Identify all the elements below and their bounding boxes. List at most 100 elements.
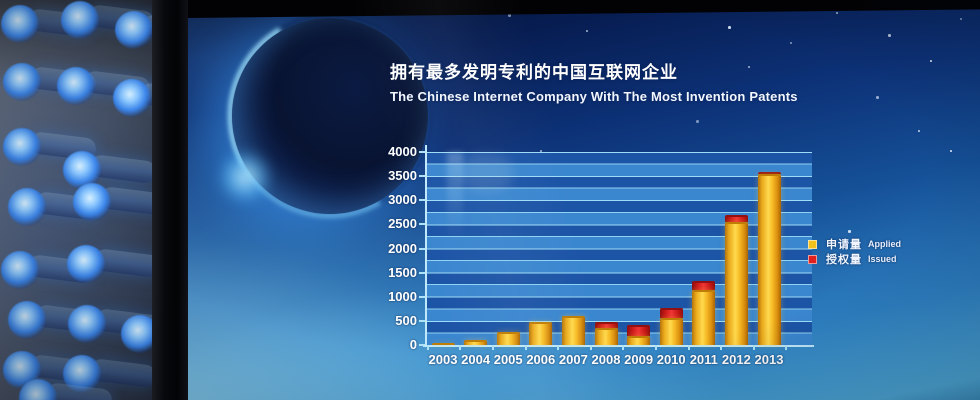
legend-label-applied-en: Applied — [868, 239, 901, 249]
chart-header: 拥有最多发明专利的中国互联网企业 The Chinese Internet Co… — [390, 58, 798, 104]
display-screen: 拥有最多发明专利的中国互联网企业 The Chinese Internet Co… — [188, 0, 980, 400]
bar-segment-applied-2008 — [594, 327, 618, 345]
x-axis-tick — [785, 345, 788, 350]
bar-segment-issued-2011 — [692, 280, 716, 291]
bar-2006 — [529, 322, 553, 345]
x-axis-tick — [491, 345, 494, 350]
x-axis-label-2006: 2006 — [526, 352, 556, 367]
bar-2009 — [627, 324, 651, 345]
y-axis-label-1000: 1000 — [388, 288, 417, 304]
x-axis-label-2005: 2005 — [493, 352, 523, 367]
y-axis-tick — [419, 223, 425, 226]
star-dot — [950, 150, 952, 152]
screen-top-edge — [188, 0, 980, 18]
x-axis-label-2008: 2008 — [591, 352, 621, 367]
screen-reflection-blob — [461, 154, 513, 192]
y-axis-tick — [419, 271, 425, 274]
star-dot — [930, 60, 932, 62]
bar-segment-issued-2010 — [659, 307, 683, 319]
bar-segment-applied-2012 — [724, 222, 748, 345]
x-axis-tick — [459, 345, 462, 350]
x-axis-label-2007: 2007 — [558, 352, 588, 367]
star-dot — [586, 30, 588, 32]
earth-glow-hotspot — [218, 150, 272, 204]
x-axis-label-2009: 2009 — [624, 352, 654, 367]
bar-chart-plot: 0 500 1000 1500 2000 2500 3000 3500 4000 2003 200… — [388, 144, 814, 367]
bar-segment-issued-2012 — [724, 214, 748, 223]
star-dot — [960, 18, 962, 20]
y-axis-label-3500: 3500 — [388, 168, 417, 184]
star-dot — [748, 66, 750, 68]
bar-2005 — [496, 331, 520, 345]
star-dot — [790, 42, 792, 44]
star-dot — [696, 120, 699, 123]
star-dot — [918, 130, 920, 132]
led-peg-wall — [0, 0, 152, 400]
y-axis-label-1500: 1500 — [388, 264, 417, 280]
legend-label-applied-zh: 申请量 — [826, 239, 862, 251]
screen-reflection-streak — [447, 152, 463, 244]
bar-segment-applied-2005 — [496, 331, 520, 345]
legend-row-issued: 授权量 Issued — [808, 252, 901, 266]
x-axis-label-2003: 2003 — [428, 352, 458, 367]
bar-2012 — [724, 214, 748, 345]
bar-segment-applied-2013 — [757, 174, 781, 345]
y-axis-label-3000: 3000 — [388, 192, 417, 208]
star-dot — [728, 26, 731, 29]
star-dot — [876, 96, 879, 99]
x-axis-label-2012: 2012 — [721, 352, 751, 367]
legend-row-applied: 申请量 Applied — [808, 237, 901, 251]
chart-legend: 申请量 Applied 授权量 Issued — [808, 237, 901, 267]
y-axis-label-4000: 4000 — [388, 144, 417, 159]
x-axis-label-2013: 2013 — [754, 352, 784, 367]
legend-swatch-applied — [808, 239, 817, 249]
x-axis-tick — [622, 345, 625, 350]
star-dot — [608, 66, 610, 68]
y-axis-tick — [419, 319, 425, 322]
x-axis-tick — [426, 345, 429, 350]
legend-swatch-issued — [808, 254, 817, 264]
bar-segment-applied-2007 — [561, 315, 585, 345]
y-axis-label-2500: 2500 — [388, 216, 417, 232]
star-dot — [836, 12, 838, 14]
bar-segment-applied-2010 — [659, 318, 683, 345]
screen-bezel — [152, 0, 188, 400]
star-dot — [508, 14, 511, 17]
star-dot — [848, 230, 851, 233]
star-dot — [888, 34, 891, 37]
legend-label-issued-zh: 授权量 — [826, 254, 862, 266]
bar-segment-issued-2009 — [627, 324, 651, 337]
x-axis-tick — [752, 345, 755, 350]
bar-segment-applied-2004 — [464, 340, 488, 345]
x-axis-tick — [654, 345, 657, 350]
x-axis-tick — [687, 345, 690, 350]
bar-2008 — [594, 322, 618, 345]
y-axis-tick — [419, 199, 425, 202]
bar-segment-applied-2006 — [529, 322, 553, 345]
y-axis-label-500: 500 — [395, 312, 417, 328]
y-axis-tick — [419, 295, 425, 298]
bar-2013 — [757, 171, 781, 345]
bar-2010 — [659, 307, 683, 345]
y-axis-label-2000: 2000 — [388, 240, 417, 256]
x-axis-tick — [557, 345, 560, 350]
bar-segment-applied-2009 — [627, 336, 651, 345]
bar-segment-issued-2013 — [757, 171, 781, 175]
legend-label-issued-en: Issued — [868, 254, 897, 264]
bar-2011 — [692, 280, 716, 345]
x-axis-label-2011: 2011 — [689, 352, 718, 367]
y-axis-tick — [419, 344, 425, 346]
star-dot — [540, 150, 542, 152]
x-axis-tick — [720, 345, 723, 350]
bar-2004 — [464, 340, 488, 345]
x-axis-line — [423, 345, 814, 347]
x-axis-label-2010: 2010 — [656, 352, 686, 367]
bar-segment-applied-2011 — [692, 290, 716, 345]
chart-title-chinese: 拥有最多发明专利的中国互联网企业 — [390, 63, 678, 82]
y-axis-label-0: 0 — [409, 337, 417, 352]
bar-2007 — [561, 315, 585, 345]
x-axis-label-2004: 2004 — [461, 352, 491, 367]
x-axis-tick — [589, 345, 592, 350]
chart-title-english: The Chinese Internet Company With The Mo… — [390, 89, 798, 104]
